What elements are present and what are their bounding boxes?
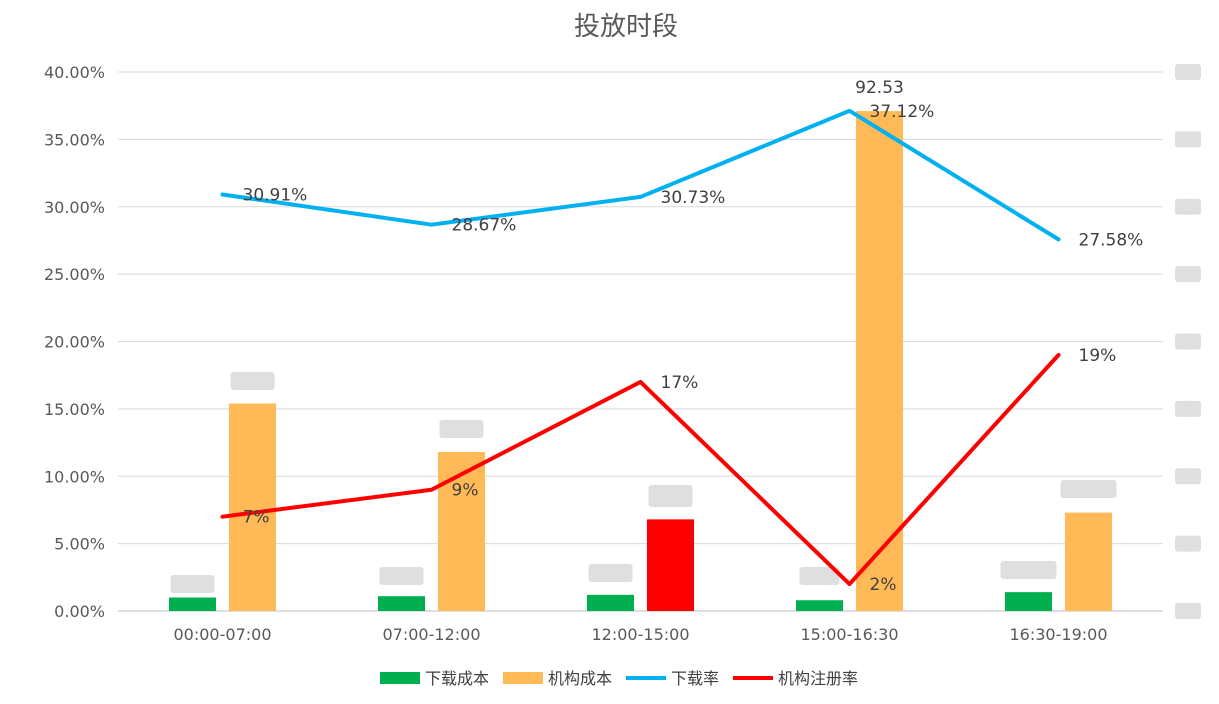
blurred-label xyxy=(379,567,424,585)
line-data-label: 30.73% xyxy=(661,188,726,208)
blurred-label xyxy=(1060,480,1117,498)
line-data-label: 2% xyxy=(870,575,897,595)
legend-label: 下载成本 xyxy=(425,669,489,688)
line-data-label: 28.67% xyxy=(452,216,517,236)
blurred-label xyxy=(588,564,633,582)
blurred-label xyxy=(799,567,840,585)
bar xyxy=(169,597,216,611)
y-tick-label: 15.00% xyxy=(44,400,105,419)
legend-label: 机构注册率 xyxy=(778,669,858,688)
line-data-label: 17% xyxy=(661,373,699,393)
bar xyxy=(856,111,903,611)
bar xyxy=(1065,512,1112,611)
blurred-right-tick xyxy=(1175,400,1201,417)
x-tick-label: 12:00-15:00 xyxy=(592,625,690,644)
line-data-label: 9% xyxy=(452,481,479,501)
legend-swatch xyxy=(503,672,543,684)
series-line xyxy=(220,108,1061,242)
blurred-label xyxy=(648,485,693,507)
chart-title: 投放时段 xyxy=(574,12,678,42)
line-data-label: 19% xyxy=(1079,346,1117,366)
blurred-right-tick xyxy=(1175,131,1201,148)
data-labels: 30.91% 28.67% 30.73% 37.12% 27.58% 7% 9% 17% 2% 1… xyxy=(243,78,1144,595)
bar xyxy=(647,519,694,611)
x-tick-label: 16:30-19:00 xyxy=(1010,625,1108,644)
x-tick-label: 00:00-07:00 xyxy=(174,625,272,644)
line-data-label: 7% xyxy=(243,508,270,528)
bar xyxy=(587,594,634,611)
y-tick-label: 10.00% xyxy=(44,467,105,486)
blurred-label xyxy=(1000,561,1057,579)
grid xyxy=(118,71,1163,612)
legend-swatch xyxy=(380,672,420,684)
x-tick-label: 07:00-12:00 xyxy=(383,625,481,644)
legend-label: 下载率 xyxy=(671,669,719,688)
y-tick-label: 0.00% xyxy=(54,602,105,621)
x-tick-label: 15:00-16:30 xyxy=(801,625,899,644)
right-axis-blurred xyxy=(1175,64,1201,619)
bar xyxy=(229,403,276,611)
y-tick-label: 25.00% xyxy=(44,265,105,284)
y-axis-ticks: 0.00% 5.00% 10.00% 15.00% 20.00% 25.00% 30.00%… xyxy=(44,63,105,621)
blurred-right-tick xyxy=(1175,64,1201,80)
blurred-right-tick xyxy=(1175,535,1201,552)
bar xyxy=(438,451,485,611)
blurred-right-tick xyxy=(1175,198,1201,215)
legend: 下载成本 机构成本 下载率 机构注册率 xyxy=(380,669,858,688)
bars xyxy=(169,111,1112,611)
bar xyxy=(1005,592,1052,611)
blurred-right-tick xyxy=(1175,603,1201,619)
lines xyxy=(220,108,1061,587)
bar xyxy=(796,600,843,611)
x-axis-ticks: 00:00-07:00 07:00-12:00 12:00-15:00 15:00-1… xyxy=(174,625,1108,644)
line-data-label: 30.91% xyxy=(243,185,308,205)
bar xyxy=(378,596,425,611)
blurred-right-tick xyxy=(1175,468,1201,485)
blurred-labels xyxy=(170,372,1117,593)
y-tick-label: 20.00% xyxy=(44,333,105,352)
y-tick-label: 35.00% xyxy=(44,130,105,149)
blurred-right-tick xyxy=(1175,266,1201,283)
blurred-label xyxy=(170,575,215,593)
legend-label: 机构成本 xyxy=(548,669,612,688)
y-tick-label: 40.00% xyxy=(44,63,105,82)
y-tick-label: 5.00% xyxy=(54,535,105,554)
y-tick-label: 30.00% xyxy=(44,198,105,217)
blurred-label xyxy=(230,372,275,390)
series-line xyxy=(220,352,1061,587)
bar-data-label: 92.53 xyxy=(855,78,904,98)
blurred-label xyxy=(439,420,484,438)
line-data-label: 27.58% xyxy=(1079,230,1144,250)
blurred-right-tick xyxy=(1175,333,1201,350)
line-data-label: 37.12% xyxy=(870,102,935,122)
